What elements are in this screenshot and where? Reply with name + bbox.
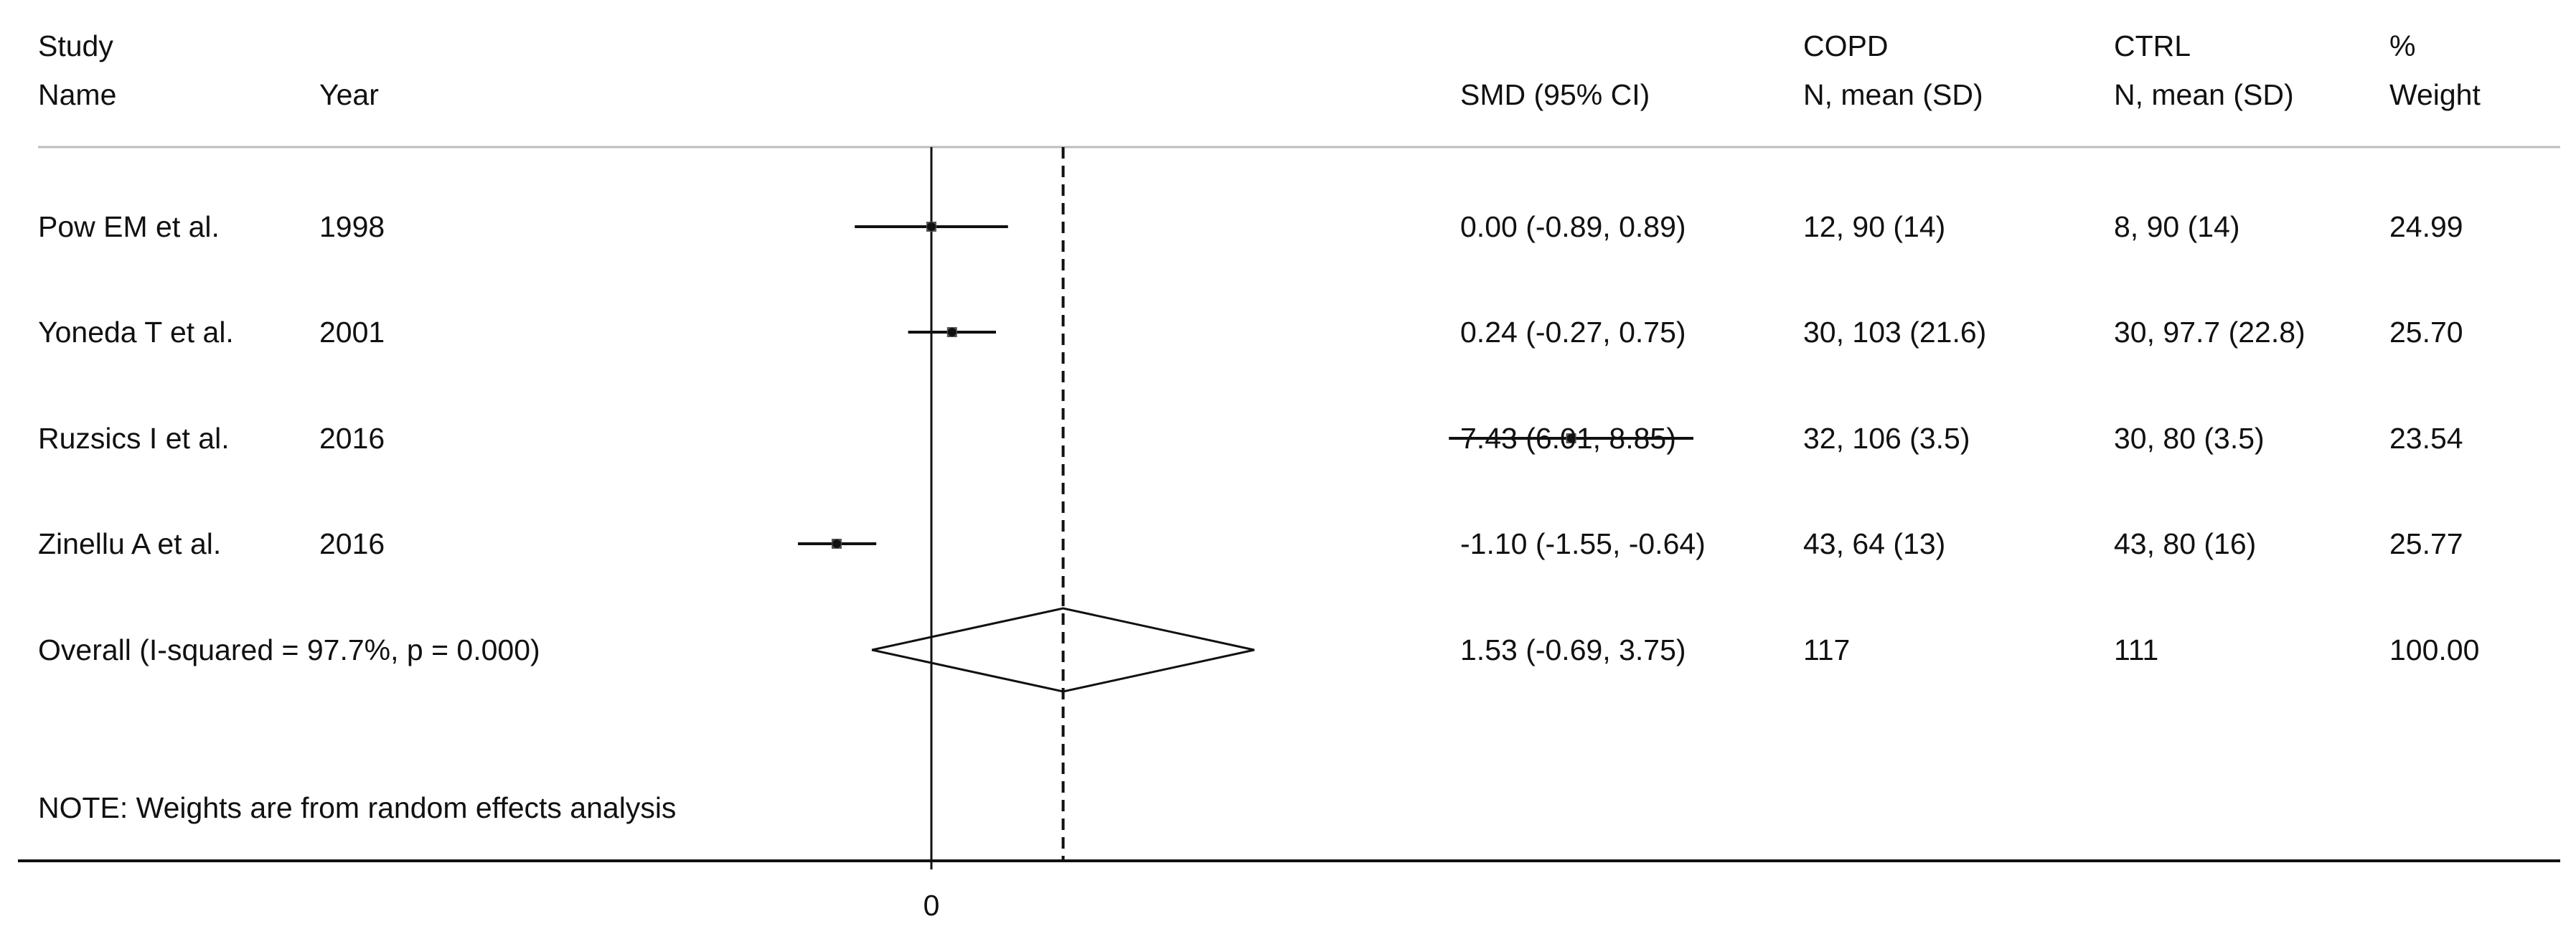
overall-diamond	[871, 607, 1255, 693]
header-study-line1: Study	[38, 29, 113, 62]
weight-value: 25.70	[2389, 316, 2463, 349]
footnote: NOTE: Weights are from random effects an…	[38, 791, 676, 824]
study-row: Pow EM et al. 1998 0.00 (-0.89, 0.89) 12, 9…	[38, 210, 2463, 243]
study-name: Yoneda T et al.	[38, 316, 234, 349]
copd-stats: 12, 90 (14)	[1803, 210, 1945, 243]
overall-smd-ci-label: 1.53 (-0.69, 3.75)	[1460, 633, 1686, 666]
study-name: Pow EM et al.	[38, 210, 220, 243]
study-rows: Pow EM et al. 1998 0.00 (-0.89, 0.89) 12, 9…	[38, 210, 2479, 666]
study-row: Ruzsics I et al. 2016 7.43 (6.01, 8.85) 32,…	[38, 422, 2463, 455]
header-weight-line1: %	[2389, 29, 2415, 62]
smd-ci-label: -1.10 (-1.55, -0.64)	[1460, 527, 1706, 560]
copd-stats: 43, 64 (13)	[1803, 527, 1945, 560]
overall-copd-n: 117	[1803, 633, 1850, 666]
header-smd: SMD (95% CI)	[1460, 78, 1650, 111]
overall-row: Overall (I-squared = 97.7%, p = 0.000) 1.…	[38, 633, 2479, 666]
overall-weight: 100.00	[2389, 633, 2479, 666]
weight-value: 24.99	[2389, 210, 2463, 243]
ctrl-stats: 30, 97.7 (22.8)	[2114, 316, 2305, 349]
smd-ci-label: 0.00 (-0.89, 0.89)	[1460, 210, 1686, 243]
header-copd-line2: N, mean (SD)	[1803, 78, 1983, 111]
ctrl-stats: 43, 80 (16)	[2114, 527, 2256, 560]
weight-value: 23.54	[2389, 422, 2463, 455]
point-estimate	[1566, 434, 1576, 443]
point-estimate	[927, 222, 936, 231]
ctrl-stats: 8, 90 (14)	[2114, 210, 2240, 243]
point-estimate	[947, 328, 956, 336]
study-row: Yoneda T et al. 2001 0.24 (-0.27, 0.75) 30,…	[38, 316, 2463, 349]
header-ctrl-line2: N, mean (SD)	[2114, 78, 2294, 111]
header-weight-line2: Weight	[2389, 78, 2481, 111]
study-name: Zinellu A et al.	[38, 527, 221, 560]
copd-stats: 30, 103 (21.6)	[1803, 316, 1986, 349]
study-year: 1998	[319, 210, 385, 243]
overall-ctrl-n: 111	[2114, 633, 2158, 666]
x-axis-tick-label: 0	[923, 889, 940, 922]
weight-value: 25.77	[2389, 527, 2463, 560]
study-name: Ruzsics I et al.	[38, 422, 230, 455]
study-row: Zinellu A et al. 2016 -1.10 (-1.55, -0.64)…	[38, 527, 2463, 560]
ctrl-stats: 30, 80 (3.5)	[2114, 422, 2265, 455]
header-copd-line1: COPD	[1803, 29, 1888, 62]
header-study-line2: Name	[38, 78, 116, 111]
overall-label: Overall (I-squared = 97.7%, p = 0.000)	[38, 633, 540, 666]
study-year: 2016	[319, 527, 385, 560]
smd-ci-label: 7.43 (6.01, 8.85)	[1460, 422, 1676, 455]
header-year: Year	[319, 78, 379, 111]
point-estimate	[832, 539, 841, 548]
header-ctrl-line1: CTRL	[2114, 29, 2191, 62]
study-year: 2016	[319, 422, 385, 455]
copd-stats: 32, 106 (3.5)	[1803, 422, 1970, 455]
smd-ci-label: 0.24 (-0.27, 0.75)	[1460, 316, 1686, 349]
column-headers: Study Name Year SMD (95% CI) COPD N, mea…	[38, 29, 2481, 111]
study-year: 2001	[319, 316, 385, 349]
